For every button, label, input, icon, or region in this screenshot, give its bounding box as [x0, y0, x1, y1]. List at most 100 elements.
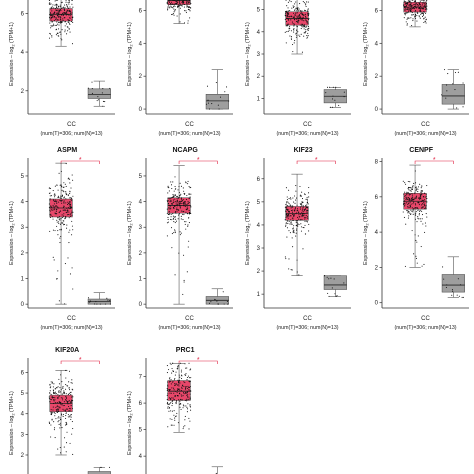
- tumor-point: [188, 212, 191, 214]
- tumor-point: [413, 208, 415, 210]
- tumor-point: [290, 15, 293, 17]
- tumor-point: [286, 199, 288, 201]
- tumor-point: [182, 187, 184, 189]
- tumor-point: [63, 209, 65, 211]
- tumor-point: [305, 207, 307, 209]
- tumor-point: [171, 400, 173, 403]
- tumor-point: [169, 4, 171, 6]
- tumor-point: [424, 192, 426, 194]
- tumor-point: [417, 6, 419, 8]
- tumor-point: [172, 13, 175, 15]
- normal-point: [219, 96, 222, 98]
- tumor-point: [50, 393, 52, 395]
- tumor-point: [58, 390, 60, 392]
- tumor-point: [182, 428, 184, 430]
- tumor-point: [416, 20, 418, 22]
- tumor-point: [306, 202, 308, 204]
- tumor-point: [168, 390, 171, 392]
- tumor-point: [415, 15, 417, 17]
- tumor-point: [187, 385, 189, 387]
- tumor-point: [187, 207, 189, 209]
- tumor-point: [188, 240, 190, 242]
- tumor-point: [183, 22, 186, 24]
- tumor-point: [189, 398, 191, 400]
- tumor-point: [49, 390, 51, 392]
- tumor-point: [294, 3, 296, 5]
- tumor-point: [293, 15, 295, 18]
- tumor-point: [60, 228, 62, 230]
- tumor-point: [286, 220, 288, 222]
- tumor-point: [425, 7, 427, 9]
- tumor-point: [293, 229, 295, 231]
- tumor-point: [64, 13, 66, 15]
- tumor-point: [174, 6, 176, 8]
- tumor-point: [423, 11, 425, 13]
- tumor-point: [188, 387, 190, 389]
- tumor-point: [59, 446, 61, 449]
- tumor-point: [177, 208, 179, 210]
- tumor-point: [183, 426, 185, 428]
- tumor-point: [289, 35, 291, 37]
- tumor-point: [188, 197, 190, 199]
- tumor-point: [167, 213, 169, 216]
- tumor-point: [406, 12, 408, 14]
- tumor-point: [61, 196, 63, 198]
- tumor-point: [55, 402, 57, 404]
- tumor-point: [414, 14, 416, 16]
- tumor-point: [421, 214, 424, 216]
- tumor-point: [67, 202, 69, 204]
- normal-point: [99, 303, 101, 305]
- normal-point: [336, 295, 338, 297]
- tumor-point: [404, 195, 406, 197]
- tumor-point: [184, 415, 186, 417]
- tumor-point: [403, 202, 405, 205]
- tumor-point: [419, 1, 421, 3]
- y-tick-label: 4: [21, 200, 25, 206]
- tumor-point: [188, 185, 190, 188]
- y-tick-label: 6: [139, 8, 143, 14]
- tumor-point: [60, 197, 62, 199]
- tumor-point: [180, 203, 182, 205]
- tumor-point: [292, 5, 294, 7]
- tumor-point: [296, 222, 298, 224]
- tumor-point: [54, 392, 56, 394]
- tumor-point: [67, 13, 69, 15]
- tumor-point: [287, 11, 289, 13]
- tumor-point: [57, 11, 59, 13]
- tumor-point: [177, 389, 179, 391]
- tumor-point: [302, 23, 304, 25]
- tumor-point: [285, 42, 287, 44]
- tumor-point: [51, 25, 53, 27]
- tumor-point: [186, 271, 188, 273]
- tumor-point: [295, 225, 297, 227]
- tumor-point: [59, 197, 61, 199]
- tumor-point: [170, 392, 172, 394]
- tumor-point: [293, 5, 295, 8]
- tumor-point: [174, 377, 176, 380]
- tumor-point: [175, 371, 177, 373]
- tumor-point: [293, 219, 295, 221]
- tumor-point: [186, 391, 189, 393]
- tumor-point: [48, 187, 50, 189]
- normal-point: [226, 300, 228, 302]
- tumor-point: [177, 4, 179, 6]
- tumor-point: [52, 204, 54, 206]
- tumor-point: [189, 1, 191, 3]
- tumor-point: [187, 375, 190, 377]
- tumor-point: [420, 189, 422, 192]
- tumor-point: [68, 407, 70, 409]
- tumor-point: [179, 406, 181, 408]
- tumor-point: [295, 36, 297, 38]
- tumor-point: [50, 399, 52, 401]
- tumor-point: [61, 216, 63, 219]
- tumor-point: [173, 205, 175, 207]
- tumor-point: [61, 397, 63, 399]
- tumor-point: [414, 16, 416, 18]
- tumor-point: [183, 201, 185, 203]
- tumor-point: [304, 14, 306, 16]
- tumor-point: [48, 398, 50, 400]
- normal-point: [97, 96, 99, 98]
- tumor-point: [62, 12, 64, 14]
- tumor-point: [171, 404, 173, 407]
- y-tick-label: 7: [139, 375, 143, 381]
